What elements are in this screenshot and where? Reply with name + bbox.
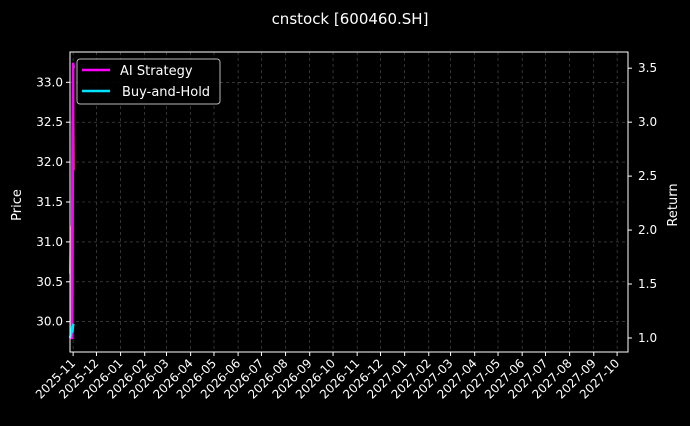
y2-axis-label: Return: [666, 183, 681, 226]
y2-tick-label: 3.5: [638, 61, 657, 75]
y-tick-label: 31.5: [36, 195, 63, 209]
y2-tick-label: 1.0: [638, 331, 657, 345]
y-axis-left: 30.0 30.5 31.0 31.5 32.0 32.5 33.0: [36, 75, 70, 329]
y-tick-label: 33.0: [36, 75, 63, 89]
y2-tick-label: 2.0: [638, 223, 657, 237]
y-tick-label: 30.5: [36, 275, 63, 289]
legend-label-ai-strategy: AI Strategy: [120, 64, 193, 79]
y2-tick-label: 3.0: [638, 115, 657, 129]
y-tick-label: 31.0: [36, 235, 63, 249]
legend: AI Strategy Buy-and-Hold: [76, 58, 221, 105]
marks: [68, 62, 76, 340]
y-tick-label: 30.0: [36, 315, 63, 329]
x-axis: 2025-112025-122026-012026-022026-032026-…: [33, 352, 622, 402]
y-tick-label: 32.5: [36, 115, 63, 129]
legend-box: [76, 58, 221, 105]
series-line-buy-and-hold: [68, 323, 75, 339]
y-tick-label: 32.0: [36, 155, 63, 169]
chart-title: cnstock [600460.SH]: [272, 10, 429, 28]
y2-tick-label: 1.5: [638, 277, 657, 291]
y-axis-label: Price: [10, 189, 25, 221]
y-axis-right: 1.0 1.5 2.0 2.5 3.0 3.5: [628, 61, 657, 345]
legend-label-buy-and-hold: Buy-and-Hold: [122, 85, 210, 100]
y2-tick-label: 2.5: [638, 169, 657, 183]
